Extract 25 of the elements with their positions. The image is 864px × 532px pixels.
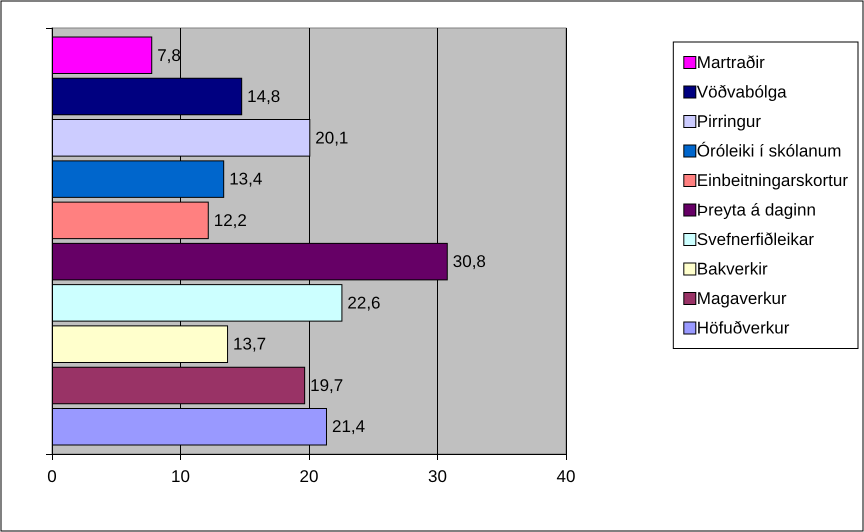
data-label: 19,7 [310, 376, 344, 395]
legend-label: Þreyta á daginn [696, 200, 816, 220]
data-label: 20,1 [315, 128, 348, 148]
legend-label: Höfuðverkur [696, 318, 790, 338]
legend-label: Óróleiki í skólanum [696, 142, 842, 160]
legend-label: Bakverkir [696, 260, 768, 278]
data-label: 13,7 [233, 334, 266, 354]
x-tick-label: 0 [47, 467, 57, 486]
x-tick-label: 40 [556, 467, 576, 486]
x-tick-label: 20 [300, 467, 318, 486]
data-label: 12,2 [214, 210, 247, 230]
legend-label: Svefnerfiðleikar [696, 230, 814, 249]
data-label: 21,4 [332, 417, 366, 436]
data-label: 30,8 [452, 252, 486, 272]
legend-label: Martraðir [696, 53, 766, 72]
legend-label: Pirringur [696, 112, 762, 131]
legend-label: Einbeitningarskortur [696, 171, 848, 190]
x-tick-label: 10 [171, 467, 190, 486]
x-tick-label: 30 [428, 467, 447, 486]
data-label: 13,4 [229, 170, 262, 189]
legend-label: Magaverkur [696, 289, 787, 308]
legend-label: Vöðvabólga [696, 82, 788, 102]
data-label: 7,8 [157, 46, 181, 65]
data-label: 22,6 [347, 293, 381, 312]
data-label: 14,8 [247, 87, 280, 106]
